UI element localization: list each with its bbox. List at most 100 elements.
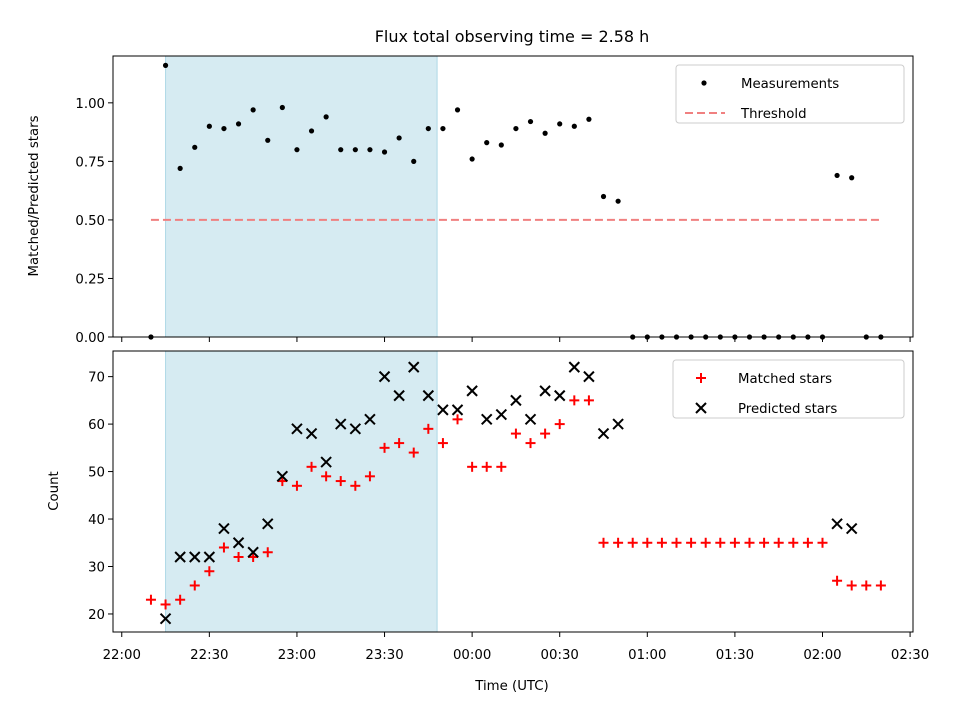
marker-stroke bbox=[262, 518, 274, 530]
matched-stars-point bbox=[671, 537, 682, 548]
matched-stars-point bbox=[773, 537, 784, 548]
x-tick-label: 23:30 bbox=[365, 648, 403, 663]
matched-stars-point bbox=[452, 414, 463, 425]
observing-interval bbox=[165, 56, 438, 337]
predicted-stars-point bbox=[203, 551, 216, 563]
predicted-stars-point bbox=[539, 385, 551, 397]
matched-stars-point bbox=[598, 537, 609, 548]
y-tick-label: 0.25 bbox=[75, 272, 105, 287]
measurement-point bbox=[367, 147, 373, 153]
measurement-point bbox=[834, 172, 840, 179]
predicted-stars-point bbox=[305, 427, 318, 440]
y-tick-label: 40 bbox=[88, 513, 105, 528]
marker-stroke bbox=[554, 389, 566, 402]
marker-stroke bbox=[364, 413, 376, 426]
y-tick-label: 60 bbox=[88, 418, 105, 433]
marker-stroke bbox=[539, 385, 551, 397]
legend: Matched stars Predicted stars bbox=[672, 359, 905, 419]
measurement-point bbox=[265, 137, 271, 143]
matched-stars-point bbox=[218, 542, 229, 553]
predicted-stars-point bbox=[320, 456, 332, 468]
predicted-stars-point bbox=[408, 361, 420, 373]
legend-label: Predicted stars bbox=[738, 402, 837, 417]
y-tick-label: 1.00 bbox=[75, 97, 105, 112]
predicted-stars-point bbox=[189, 551, 201, 563]
marker-stroke bbox=[481, 413, 493, 426]
matched-stars-point bbox=[832, 575, 843, 586]
measurement-point bbox=[235, 121, 242, 127]
measurement-point bbox=[571, 123, 577, 129]
predicted-stars-point bbox=[831, 518, 843, 530]
predicted-stars-point bbox=[437, 404, 449, 416]
axes-frame bbox=[112, 55, 914, 338]
measurement-point bbox=[600, 193, 607, 200]
marker-stroke bbox=[437, 404, 449, 416]
matched-stars-point bbox=[291, 480, 302, 491]
matched-stars-point bbox=[875, 580, 886, 591]
measurement-point bbox=[586, 116, 592, 122]
predicted-stars-point bbox=[174, 551, 186, 563]
legend: Measurements Threshold bbox=[675, 64, 905, 124]
matched-stars-point bbox=[481, 461, 492, 472]
matched-stars-point bbox=[510, 428, 521, 439]
marker-stroke bbox=[174, 551, 186, 563]
matched-stars-point bbox=[656, 537, 667, 548]
observing-interval bbox=[165, 351, 438, 632]
matched-stars-point bbox=[467, 461, 478, 472]
x-tick-label: 01:30 bbox=[716, 648, 754, 663]
marker-stroke bbox=[203, 551, 216, 563]
matched-stars-point bbox=[525, 438, 536, 449]
marker-stroke bbox=[568, 361, 581, 373]
measurement-point bbox=[396, 135, 402, 141]
measurement-point bbox=[469, 156, 475, 162]
legend-label: Measurements bbox=[741, 77, 839, 92]
x-tick-label: 00:00 bbox=[453, 648, 491, 663]
marker-stroke bbox=[393, 389, 405, 402]
measurement-point bbox=[849, 175, 855, 181]
series-predicted-stars bbox=[159, 361, 858, 625]
predicted-stars-point bbox=[524, 413, 537, 426]
x-tick-label: 02:00 bbox=[803, 648, 841, 663]
x-axis-label: Time (UTC) bbox=[474, 679, 549, 694]
legend-box bbox=[672, 359, 905, 419]
predicted-stars-point bbox=[510, 394, 522, 407]
matched-stars-point bbox=[554, 419, 565, 430]
measurement-point bbox=[381, 149, 388, 155]
measurement-point bbox=[615, 198, 621, 204]
matched-stars-point bbox=[423, 423, 434, 434]
matched-stars-point bbox=[321, 471, 332, 482]
legend-label: Matched stars bbox=[738, 372, 832, 387]
matched-stars-point bbox=[160, 599, 171, 610]
marker-stroke bbox=[524, 413, 537, 426]
predicted-stars-point bbox=[276, 470, 289, 483]
matched-stars-point bbox=[817, 537, 828, 548]
marker-stroke bbox=[232, 537, 245, 549]
measurement-point bbox=[425, 125, 431, 132]
x-tick-label: 22:30 bbox=[190, 648, 228, 663]
marker-stroke bbox=[276, 470, 289, 483]
predicted-stars-point bbox=[232, 537, 245, 549]
measurement-point bbox=[323, 114, 329, 120]
marker-stroke bbox=[320, 456, 332, 468]
matched-stars-point bbox=[306, 461, 317, 472]
legend-box bbox=[675, 64, 905, 124]
predicted-stars-point bbox=[481, 413, 493, 426]
marker-stroke bbox=[422, 389, 435, 402]
x-tick-label: 01:00 bbox=[628, 648, 666, 663]
x-tick-label: 22:00 bbox=[103, 648, 141, 663]
matched-stars-point bbox=[569, 395, 580, 406]
predicted-stars-point bbox=[247, 546, 259, 558]
matched-stars-point bbox=[262, 547, 273, 558]
measurement-point bbox=[294, 147, 300, 153]
predicted-stars-point bbox=[495, 408, 508, 421]
marker-stroke bbox=[247, 546, 259, 558]
matched-stars-point bbox=[627, 537, 638, 548]
matched-stars-point bbox=[802, 537, 813, 548]
measurement-point bbox=[527, 118, 534, 125]
x-tick-label: 23:00 bbox=[278, 648, 316, 663]
predicted-stars-point bbox=[466, 385, 478, 397]
panel-count: 22:00 22:30 23:00 23:30 00:00 00:30 01:00 01:30… bbox=[88, 350, 929, 663]
y-tick-label: 0.50 bbox=[75, 214, 105, 229]
